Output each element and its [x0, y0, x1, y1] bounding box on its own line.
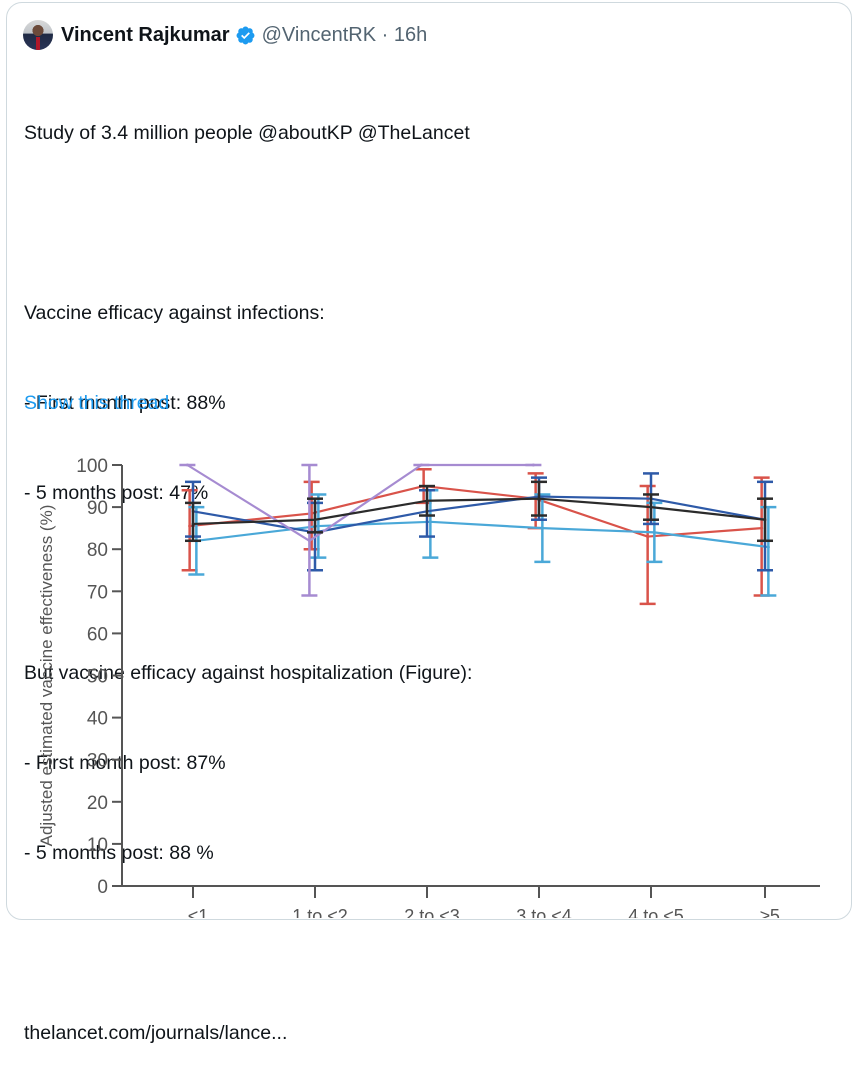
x-tick-label: 3 to <4: [516, 906, 572, 918]
x-tick-label: <1: [188, 906, 209, 918]
data-point: [760, 526, 764, 530]
tweet-line: - 5 months post: 47%: [24, 482, 209, 504]
tweet-line: - First month post: 88%: [24, 392, 226, 414]
tweet-line: ​: [24, 208, 472, 238]
data-point: [531, 463, 535, 467]
series-purple: [179, 463, 542, 597]
tweet-card[interactable]: [6, 2, 852, 920]
series-line: [192, 497, 766, 526]
tweet-line: ​: [24, 928, 472, 958]
data-point: [540, 526, 544, 530]
data-point: [649, 505, 653, 509]
data-point: [537, 497, 541, 501]
data-point: [763, 518, 767, 522]
user-avatar[interactable]: [23, 20, 53, 50]
y-tick-label: 20: [87, 793, 108, 814]
data-point: [316, 524, 320, 528]
y-tick-label: 60: [87, 624, 108, 645]
y-tick-label: 80: [87, 540, 108, 561]
tweet-header: Vincent Rajkumar @VincentRK · 16h: [23, 20, 427, 50]
data-point: [428, 520, 432, 524]
y-axis-label: Adjusted estimated vaccine effectiveness…: [37, 505, 56, 847]
y-tick-label: 70: [87, 582, 108, 603]
tweet-line: - 5 months post: 88 %: [24, 842, 214, 864]
x-tick-label: 4 to <5: [628, 906, 684, 918]
data-point: [185, 463, 189, 467]
data-point: [313, 518, 317, 522]
series-line: [192, 495, 766, 534]
y-tick-label: 50: [87, 667, 108, 688]
series-black: [185, 480, 773, 543]
x-tick-label: ≥5: [760, 906, 780, 918]
tweet-timestamp[interactable]: 16h: [393, 23, 428, 46]
author-name[interactable]: Vincent Rajkumar: [61, 23, 230, 46]
tweet-line: - First month post: 87%: [24, 752, 226, 774]
x-tick-label: 2 to <3: [404, 906, 460, 918]
data-point: [766, 545, 770, 549]
y-tick-label: 40: [87, 709, 108, 730]
data-point: [419, 463, 423, 467]
data-point: [307, 539, 311, 543]
y-tick-label: 90: [87, 498, 108, 519]
verified-badge-icon: [236, 26, 255, 44]
data-point: [310, 511, 314, 515]
data-point: [188, 524, 192, 528]
data-point: [191, 522, 195, 526]
y-tick-label: 10: [87, 835, 108, 856]
article-link[interactable]: thelancet.com/journals/lance...: [24, 1022, 288, 1044]
data-point: [425, 499, 429, 503]
series-line: [186, 463, 534, 542]
tweet-line: Vaccine efficacy against infections:: [24, 302, 325, 324]
tweet-line: Study of 3.4 million people @aboutKP @Th…: [24, 122, 470, 144]
chart-image[interactable]: 0 10 20 30 40 50 60 70 80 90 100 <1 1 to <2 2 to <3 3 …: [20, 440, 840, 926]
x-tick-label: 1 to <2: [292, 906, 348, 918]
series-line: [189, 484, 762, 538]
tweet-line: But vaccine efficacy against hospitaliza…: [24, 662, 473, 684]
author-handle[interactable]: @VincentRK: [261, 23, 377, 46]
vaccine-effectiveness-chart: 0 10 20 30 40 50 60 70 80 90 100 <1 1 to <2 2 to <3 3 …: [37, 456, 820, 926]
y-tick-label: 100: [76, 456, 108, 477]
data-point: [646, 535, 650, 539]
data-point: [652, 530, 656, 534]
dot-separator: ·: [381, 23, 389, 46]
y-tick-label: 30: [87, 751, 108, 772]
y-tick-label: 0: [97, 877, 108, 898]
show-thread-link[interactable]: Show this thread: [24, 392, 170, 414]
